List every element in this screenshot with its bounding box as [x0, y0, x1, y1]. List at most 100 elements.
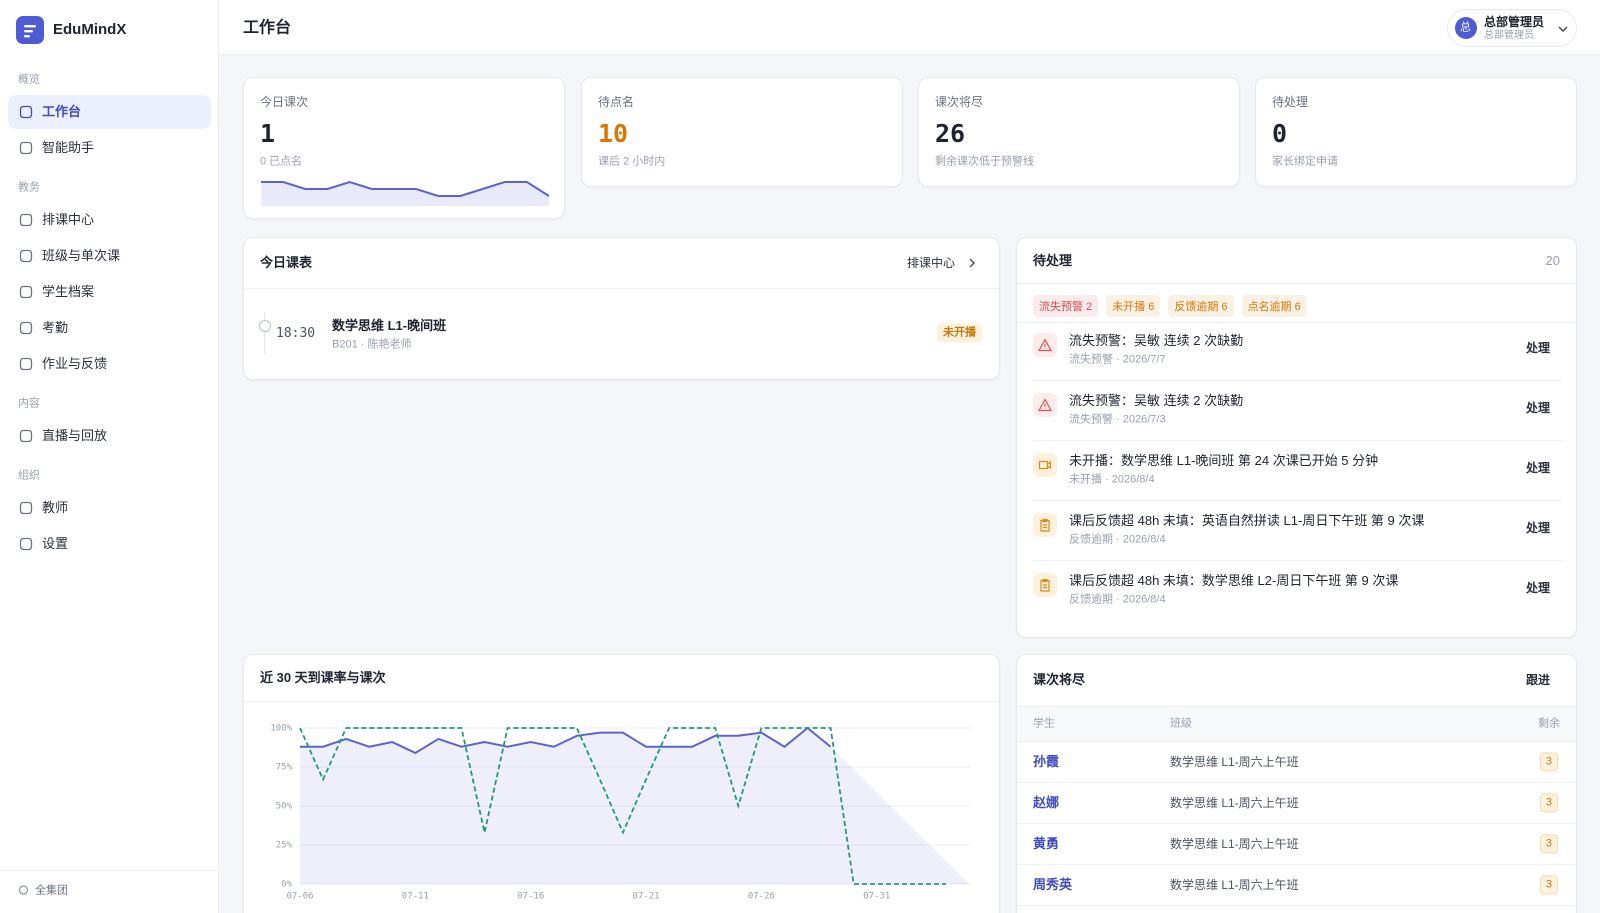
panel-title: 待处理 [1033, 253, 1073, 269]
panel-divider [1017, 322, 1576, 323]
row-divider [1033, 440, 1562, 441]
todo-meta: 反馈逾期 · 2026/8/4 [1069, 533, 1166, 546]
class-name: 数学思维 L1-周六上午班 [1170, 836, 1299, 851]
sparkline-area [261, 182, 549, 206]
class-name[interactable]: 数学思维 L1-晚间班 [332, 318, 447, 334]
stat-note: 0 已点名 [260, 155, 303, 168]
row-divider [1033, 380, 1562, 381]
area [300, 728, 969, 884]
table-header-bg [1017, 706, 1576, 742]
sparkline [261, 180, 550, 206]
row-divider [1033, 560, 1562, 561]
stat-label: 今日课次 [260, 94, 309, 109]
filter-tag[interactable]: 未开播 6 [1106, 295, 1161, 317]
footer-icon [18, 885, 29, 895]
nav-active-bg [8, 95, 211, 129]
sidebar-divider [0, 870, 219, 871]
nav-icon-shape [19, 537, 33, 551]
stat-card: 课次将尽 26 剩余课次低于预警线 [918, 77, 1240, 187]
todo-icon [1040, 578, 1050, 592]
header: 工作台 总总部管理员 总部管理员 [219, 0, 1600, 55]
todo-icon-box [1033, 513, 1057, 537]
todo-count: 20 [1545, 253, 1560, 269]
chart-title: 近 30 天到课率与课次 [260, 670, 386, 686]
user-avatar [1455, 17, 1477, 39]
footer-scope[interactable]: 全集团 [35, 884, 68, 897]
todo-panel: 待处理 20 流失预警 2 未开播 6 反馈逾期 6 点名逾期 6 流失预警：吴敏 连续 2… [1016, 237, 1577, 638]
x-tick-label: 07-26 [748, 892, 775, 902]
filter-tag[interactable]: 流失预警 2 [1033, 295, 1099, 317]
todo-action[interactable]: 处理 [1525, 580, 1550, 595]
nav-icon [19, 213, 33, 227]
todo-meta: 反馈逾期 · 2026/8/4 [1069, 593, 1166, 606]
nav-item[interactable]: 考勤 [42, 320, 69, 336]
panel-action[interactable]: 跟进 [1525, 672, 1550, 687]
todo-title: 未开播：数学思维 L1-晚间班 第 24 次课已开始 5 分钟 [1069, 453, 1379, 469]
panel-title: 课次将尽 [1033, 672, 1086, 688]
row-divider [1017, 823, 1576, 824]
class-name: 数学思维 L1-周六上午班 [1170, 754, 1299, 769]
todo-action[interactable]: 处理 [1525, 340, 1550, 355]
nav-icon-shape [19, 141, 33, 155]
x-tick-label: 07-11 [402, 892, 429, 902]
nav-icon [19, 357, 33, 371]
nav-item[interactable]: 教师 [42, 500, 69, 516]
stat-value: 26 [935, 119, 966, 148]
x-tick-label: 07-06 [286, 892, 313, 902]
nav-group-title: 概览 [18, 73, 40, 86]
todo-meta: 流失预警 · 2026/7/3 [1069, 413, 1166, 426]
nav-item[interactable]: 作业与反馈 [42, 356, 108, 372]
stat-card: 今日课次 1 0 已点名 [243, 77, 565, 219]
todo-action[interactable]: 处理 [1525, 460, 1550, 475]
class-name: 数学思维 L1-周六上午班 [1170, 877, 1299, 892]
class-time: 18:30 [276, 326, 316, 342]
student-name[interactable]: 赵娜 [1033, 795, 1060, 811]
schedule-panel: 今日课表 排课中心 18:30 数学思维 L1-晚间班 B201 · 陈艳老师 未开播 [243, 237, 1000, 380]
tag-row: 流失预警 2 未开播 6 反馈逾期 6 点名逾期 6 [1033, 295, 1307, 317]
todo-icon [1037, 398, 1053, 412]
student-name[interactable]: 周秀英 [1033, 877, 1073, 893]
nav-item[interactable]: 直播与回放 [42, 428, 108, 444]
user-menu: 总总部管理员 总部管理员 [1447, 9, 1577, 47]
nav-icon [19, 249, 33, 263]
footer-pin [18, 885, 29, 895]
todo-action[interactable]: 处理 [1525, 400, 1550, 415]
series-line [300, 726, 832, 755]
nav-item[interactable]: 工作台 [42, 104, 82, 120]
nav-item[interactable]: 班级与单次课 [42, 248, 121, 264]
todo-title: 课后反馈超 48h 未填：英语自然拼读 L1-周日下午班 第 9 次课 [1069, 513, 1425, 529]
brand-logo [16, 16, 44, 44]
todo-icon-box [1033, 393, 1057, 417]
y-tick-label: 25% [276, 841, 293, 851]
y-tick-label: 50% [276, 802, 293, 812]
todo-icon-box [1033, 453, 1057, 477]
student-name[interactable]: 黄勇 [1033, 836, 1060, 852]
column-header: 剩余 [1538, 717, 1560, 730]
nav-item[interactable]: 智能助手 [42, 140, 95, 156]
user-avatar-text: 总 [1460, 21, 1471, 34]
brand-glyph [24, 25, 36, 28]
nav-group-title: 内容 [18, 397, 40, 410]
filter-tag[interactable]: 点名逾期 6 [1241, 295, 1307, 317]
stat-note: 家长绑定申请 [1272, 155, 1338, 168]
user-name: 总部管理员 [1484, 14, 1545, 29]
todo-action[interactable]: 处理 [1525, 520, 1550, 535]
link-chevron [969, 258, 975, 268]
remaining-badge: 3 [1539, 834, 1558, 854]
nav-icon-shape [19, 429, 33, 443]
icon-clipboard [1040, 518, 1050, 532]
stat-label: 课次将尽 [935, 94, 984, 109]
nav-item[interactable]: 排课中心 [42, 212, 95, 228]
nav-item[interactable]: 设置 [42, 536, 69, 552]
stat-value: 10 [598, 119, 629, 148]
nav-item[interactable]: 学生档案 [42, 284, 95, 300]
filter-tag[interactable]: 反馈逾期 6 [1168, 295, 1234, 317]
todo-icon [1038, 460, 1052, 470]
student-name[interactable]: 孙霞 [1033, 754, 1060, 770]
series-line [299, 727, 946, 885]
nav-icon-shape [19, 285, 33, 299]
panel-link[interactable]: 排课中心 [906, 255, 955, 270]
remaining-badge: 3 [1539, 793, 1558, 813]
brand-icon [24, 25, 36, 38]
